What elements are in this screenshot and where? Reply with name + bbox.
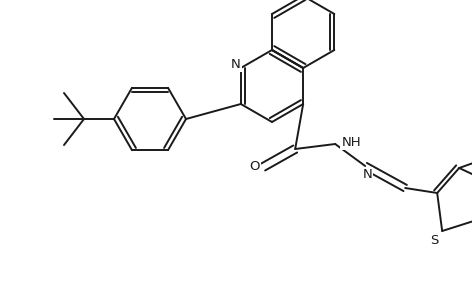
Text: N: N (362, 169, 372, 182)
Text: N: N (231, 58, 241, 71)
Text: S: S (430, 235, 438, 248)
Text: O: O (249, 160, 260, 173)
Text: NH: NH (341, 135, 361, 148)
